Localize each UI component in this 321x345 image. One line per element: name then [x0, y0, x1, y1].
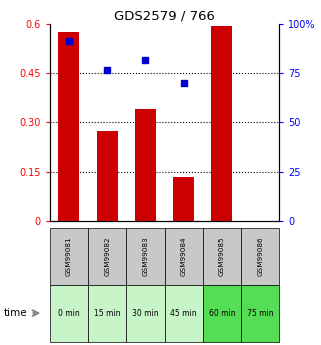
- Bar: [211, 26, 232, 221]
- Text: GSM99083: GSM99083: [143, 236, 148, 276]
- Bar: [203, 228, 241, 285]
- Bar: [173, 177, 194, 221]
- Text: 15 min: 15 min: [94, 308, 120, 318]
- Bar: [135, 109, 156, 221]
- Text: GSM99084: GSM99084: [181, 236, 187, 276]
- Text: 60 min: 60 min: [209, 308, 235, 318]
- Text: time: time: [3, 308, 27, 318]
- Bar: [88, 228, 126, 285]
- Title: GDS2579 / 766: GDS2579 / 766: [114, 10, 215, 23]
- Bar: [58, 32, 79, 221]
- Point: [181, 80, 186, 86]
- Text: GSM99085: GSM99085: [219, 236, 225, 276]
- Text: 45 min: 45 min: [170, 308, 197, 318]
- Bar: [203, 285, 241, 342]
- Bar: [50, 285, 88, 342]
- Text: 75 min: 75 min: [247, 308, 273, 318]
- Point: [105, 67, 110, 73]
- Text: GSM99081: GSM99081: [66, 236, 72, 276]
- Point: [143, 57, 148, 63]
- Bar: [97, 131, 118, 221]
- Text: GSM99086: GSM99086: [257, 236, 263, 276]
- Text: 30 min: 30 min: [132, 308, 159, 318]
- Text: 0 min: 0 min: [58, 308, 80, 318]
- Point: [66, 38, 72, 43]
- Bar: [164, 228, 203, 285]
- Text: GSM99082: GSM99082: [104, 236, 110, 276]
- Bar: [50, 228, 88, 285]
- Bar: [164, 285, 203, 342]
- Bar: [88, 285, 126, 342]
- Bar: [126, 285, 164, 342]
- Bar: [241, 285, 279, 342]
- Bar: [241, 228, 279, 285]
- Bar: [126, 228, 164, 285]
